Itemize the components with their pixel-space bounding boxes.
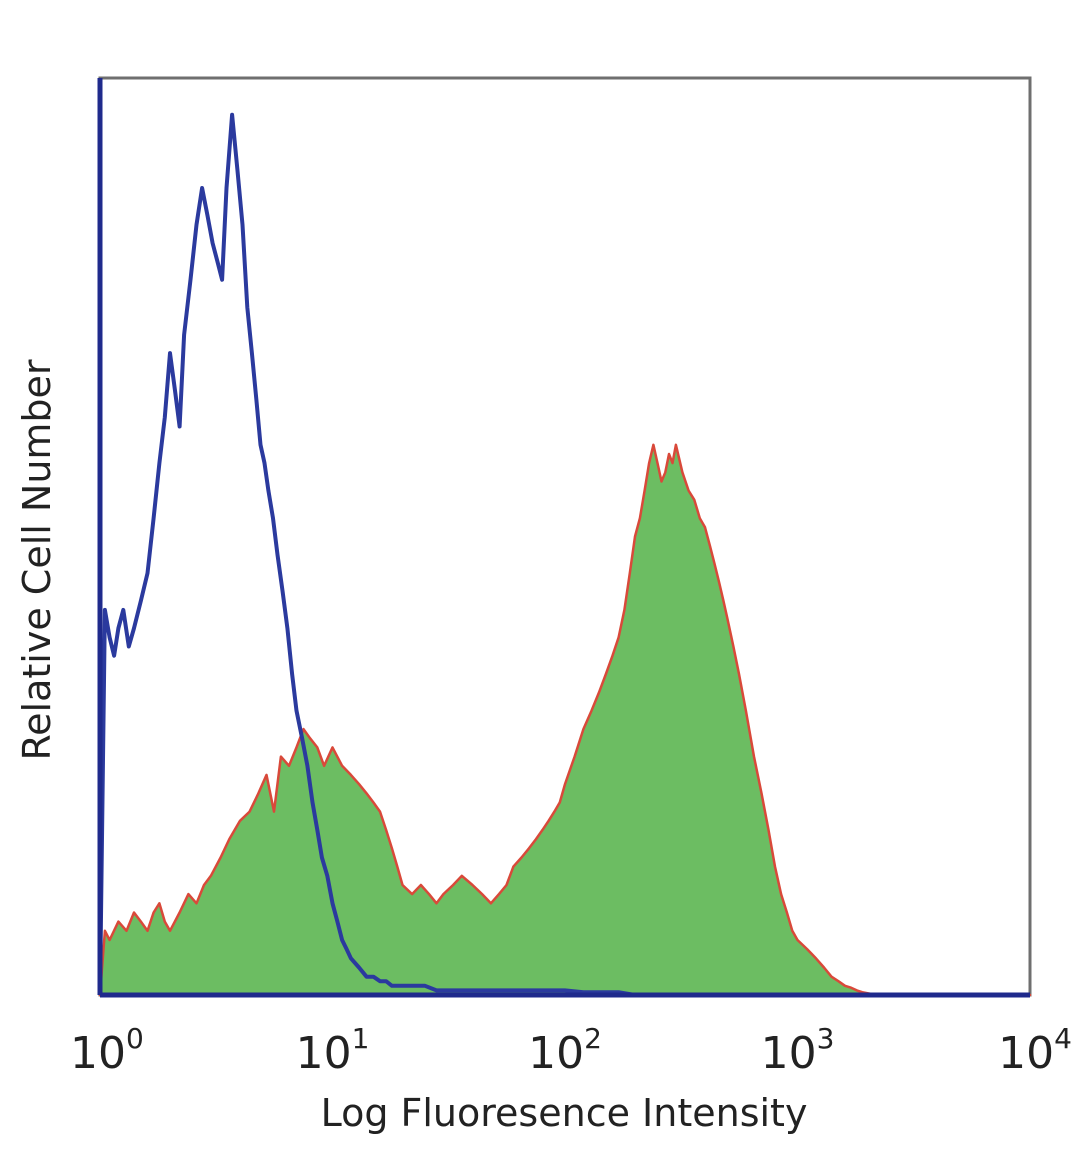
x-tick-label: 100 [70,1022,144,1079]
x-tick-exponent: 3 [817,1022,835,1055]
x-axis-title: Log Fluoresence Intensity [321,1091,808,1135]
y-axis-title: Relative Cell Number [15,359,59,760]
x-tick-label: 103 [761,1022,835,1079]
x-tick-base: 10 [528,1028,584,1079]
x-tick-label: 102 [528,1022,602,1079]
sample-histogram-area [98,443,1032,997]
x-tick-base: 10 [998,1028,1054,1079]
x-tick-exponent: 0 [126,1022,144,1055]
x-tick-label: 104 [998,1022,1072,1079]
x-tick-base: 10 [296,1028,352,1079]
control-histogram-line [98,112,1030,997]
x-tick-base: 10 [70,1028,126,1079]
x-tick-exponent: 4 [1054,1022,1072,1055]
x-tick-label: 101 [296,1022,370,1079]
x-tick-exponent: 1 [352,1022,370,1055]
x-tick-base: 10 [761,1028,817,1079]
x-tick-exponent: 2 [584,1022,602,1055]
